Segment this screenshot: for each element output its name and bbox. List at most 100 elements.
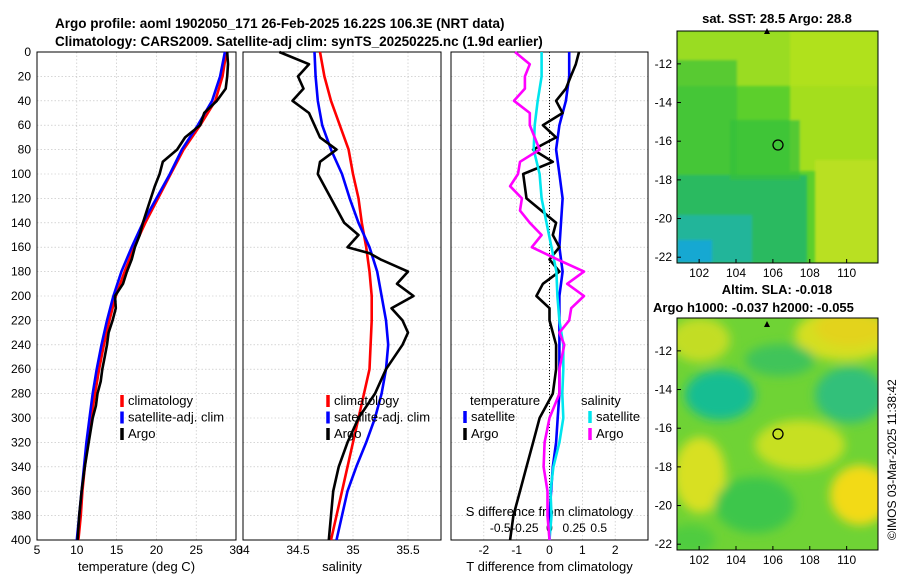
x-tick-label: 35 xyxy=(346,543,360,557)
sla-map-title-line2: Argo h1000: -0.037 h2000: -0.055 xyxy=(653,300,854,315)
title-line2: Climatology: CARS2009. Satellite-adj cli… xyxy=(55,34,543,49)
y-tick-label: 200 xyxy=(11,289,31,303)
x-tick-label: -2 xyxy=(478,543,489,557)
legend-entry: Argo xyxy=(128,426,155,441)
y-tick-label: 0 xyxy=(24,45,31,59)
map-y-tick-label: -18 xyxy=(655,460,673,474)
legend-entry: Argo xyxy=(334,426,361,441)
temperature-profile-panel: 0 20 40 60 80 100 120 140 160 180 200 220 240 260 280 3… xyxy=(11,45,243,574)
x-tick-label: 34.5 xyxy=(286,543,310,557)
sla-map-title-line1: Altim. SLA: -0.018 xyxy=(722,282,833,297)
x-axis-label: T difference from climatology xyxy=(466,559,633,574)
map-y-tick-label: -14 xyxy=(655,96,673,110)
x-tick-label: 10 xyxy=(70,543,84,557)
y-tick-label: 120 xyxy=(11,191,31,205)
y-tick-label: 320 xyxy=(11,435,31,449)
y-tick-label: 240 xyxy=(11,338,31,352)
map-x-tick-label: 110 xyxy=(837,553,856,567)
y-tick-label: 20 xyxy=(18,69,32,83)
sst-map-title: sat. SST: 28.5 Argo: 28.8 xyxy=(702,11,852,26)
series-line-t-satellite xyxy=(548,52,571,540)
series-line-climatology xyxy=(318,51,374,541)
imos-watermark: ©IMOS 03-Mar-2025 11:38:42 xyxy=(885,379,899,540)
y-tick-label: 400 xyxy=(11,533,31,547)
map-x-tick-label: 102 xyxy=(689,266,709,280)
map-x-tick-label: 102 xyxy=(689,553,709,567)
map-y-tick-label: -16 xyxy=(655,134,673,148)
sla-argo-marker xyxy=(772,428,784,440)
y-tick-label: 360 xyxy=(11,484,31,498)
y-tick-label: 380 xyxy=(11,509,31,523)
map-x-tick-label: 110 xyxy=(837,266,856,280)
x-axis-label: salinity xyxy=(322,559,362,574)
x-tick-label: 34 xyxy=(236,543,250,557)
series-line-t-argo xyxy=(508,51,581,541)
y-tick-label: 140 xyxy=(11,216,31,230)
map-y-tick-label: -12 xyxy=(655,344,673,358)
x-tick-label: 25 xyxy=(190,543,204,557)
y-tick-label: 260 xyxy=(11,362,31,376)
legend-entry: Argo xyxy=(471,426,498,441)
x-tick-label: 2 xyxy=(612,543,619,557)
salinity-profile-panel: 34 34.5 35 35.5 salinity climatology satellite… xyxy=(236,50,442,574)
sst-map-north-arrow-icon xyxy=(764,28,770,34)
map-x-tick-label: 106 xyxy=(763,266,783,280)
x-tick-label: 35.5 xyxy=(396,543,420,557)
map-x-tick-label: 104 xyxy=(726,266,746,280)
sla-map-panel: Altim. SLA: -0.018 Argo h1000: -0.037 h2… xyxy=(653,282,879,567)
y-tick-label: 160 xyxy=(11,240,31,254)
legend-entry: climatology xyxy=(128,393,194,408)
s-tick-label: -0.5 xyxy=(490,521,511,535)
y-tick-label: 280 xyxy=(11,387,31,401)
y-tick-label: 80 xyxy=(18,143,32,157)
x-tick-label: 15 xyxy=(110,543,124,557)
s-tick-label: -0.25 xyxy=(511,521,539,535)
series-line-argo xyxy=(278,50,415,541)
sla-map-north-arrow-icon xyxy=(764,321,770,327)
map-x-tick-label: 104 xyxy=(726,553,746,567)
legend-entry: satellite xyxy=(596,409,640,424)
sst-map-frame xyxy=(676,30,879,264)
legend-entry: satellite-adj. clim xyxy=(128,410,224,425)
x-tick-label: 5 xyxy=(34,543,41,557)
map-y-tick-label: -20 xyxy=(655,212,673,226)
x-tick-label: 30 xyxy=(229,543,243,557)
sst-argo-marker xyxy=(772,139,784,151)
map-y-tick-label: -14 xyxy=(655,383,673,397)
legend-entry: satellite-adj. clim xyxy=(334,410,430,425)
map-y-tick-label: -18 xyxy=(655,173,673,187)
y-tick-label: 220 xyxy=(11,313,31,327)
title-line1: Argo profile: aoml 1902050_171 26-Feb-20… xyxy=(55,16,504,31)
sst-map-panel: sat. SST: 28.5 Argo: 28.8 102 104 106 108 11… xyxy=(655,11,879,280)
map-y-tick-label: -16 xyxy=(655,421,673,435)
legend-title-temperature: temperature xyxy=(470,393,540,408)
legend-entry: Argo xyxy=(596,426,623,441)
y-tick-label: 340 xyxy=(11,460,31,474)
map-y-tick-label: -22 xyxy=(655,250,673,264)
x-tick-label: 20 xyxy=(150,543,164,557)
legend-entry: satellite xyxy=(471,409,515,424)
s-tick-label: 0.5 xyxy=(590,521,607,535)
y-tick-label: 60 xyxy=(18,118,32,132)
s-tick-label: 0.25 xyxy=(562,521,586,535)
map-y-tick-label: -12 xyxy=(655,57,673,71)
legend-entry: climatology xyxy=(334,393,400,408)
sla-map-frame xyxy=(676,317,879,551)
y-tick-label: 40 xyxy=(18,94,32,108)
series-line-s-argo xyxy=(508,50,586,541)
x-tick-label: -1 xyxy=(511,543,522,557)
map-y-tick-label: -22 xyxy=(655,537,673,551)
map-x-tick-label: 108 xyxy=(800,266,820,280)
series-line-argo xyxy=(76,51,230,541)
y-tick-label: 100 xyxy=(11,167,31,181)
y-tick-label: 180 xyxy=(11,265,31,279)
y-tick-label: 300 xyxy=(11,411,31,425)
x-tick-label: 1 xyxy=(579,543,586,557)
x-axis-label: temperature (deg C) xyxy=(78,559,195,574)
legend-title-salinity: salinity xyxy=(581,393,621,408)
plot-frame xyxy=(242,51,442,541)
map-x-tick-label: 108 xyxy=(800,553,820,567)
map-x-tick-label: 106 xyxy=(763,553,783,567)
